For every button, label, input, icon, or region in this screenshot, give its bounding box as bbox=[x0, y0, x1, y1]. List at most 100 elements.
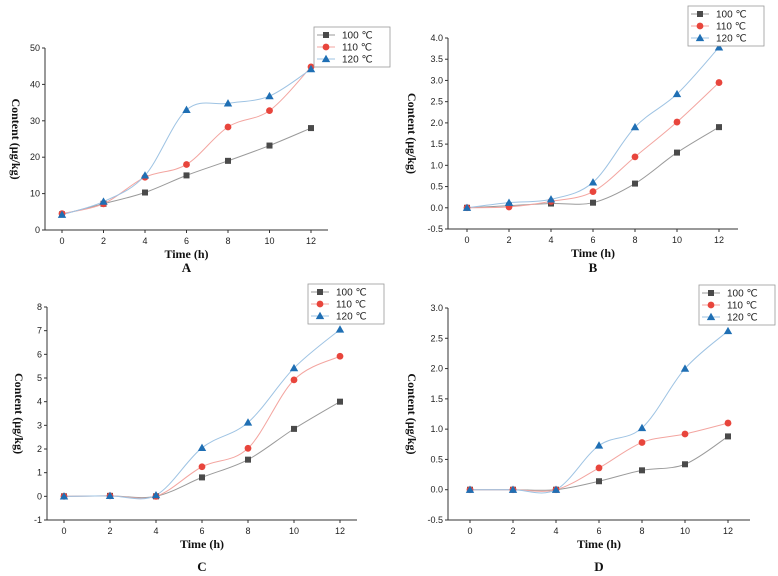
data-point bbox=[183, 161, 190, 168]
data-point bbox=[266, 107, 273, 115]
y-tick-label: 0.0 bbox=[430, 485, 443, 495]
y-tick-label: 3.5 bbox=[430, 54, 443, 64]
legend-label: 120 ℃ bbox=[727, 313, 758, 324]
x-axis-title: Time (h) bbox=[180, 537, 224, 551]
panel-letter: C bbox=[197, 559, 206, 574]
data-point bbox=[589, 188, 597, 196]
y-tick-label: 2.0 bbox=[430, 118, 443, 128]
data-point bbox=[681, 430, 689, 438]
y-tick-label: 2.5 bbox=[430, 97, 443, 107]
x-tick-label: 10 bbox=[289, 526, 299, 536]
legend-marker bbox=[315, 311, 325, 320]
y-tick-label: -1 bbox=[34, 515, 42, 525]
y-tick-label: 0.5 bbox=[430, 454, 443, 464]
data-point bbox=[551, 485, 561, 493]
data-point bbox=[673, 118, 681, 126]
y-tick-label: 2.5 bbox=[430, 333, 443, 343]
legend-label: 110 ℃ bbox=[716, 22, 746, 33]
x-tick-label: 8 bbox=[245, 526, 250, 536]
data-point bbox=[336, 352, 344, 360]
legend-label: 100 ℃ bbox=[727, 289, 758, 300]
y-tick-label: 1.5 bbox=[430, 394, 443, 404]
data-point bbox=[151, 490, 161, 499]
data-point bbox=[225, 157, 231, 164]
data-point bbox=[223, 99, 233, 107]
data-point bbox=[197, 443, 207, 451]
legend-label: 100 ℃ bbox=[716, 10, 747, 21]
x-tick-label: 8 bbox=[632, 235, 637, 245]
x-axis-title: Time (h) bbox=[164, 247, 208, 261]
data-point bbox=[716, 124, 722, 131]
y-tick-label: 0 bbox=[35, 225, 40, 235]
data-point bbox=[724, 419, 732, 427]
x-tick-label: 4 bbox=[142, 236, 147, 246]
x-tick-label: 10 bbox=[264, 236, 274, 246]
series-line bbox=[63, 329, 341, 500]
x-tick-label: 10 bbox=[672, 235, 682, 245]
data-point bbox=[99, 197, 108, 205]
x-tick-label: 6 bbox=[596, 526, 601, 536]
panel-d: -0.5 0.0 0.5 1.0 1.5 2.0 2.5 3.0 0 2 4 6 8 10 12 Time (… bbox=[405, 284, 776, 574]
data-point bbox=[335, 325, 345, 333]
legend-marker bbox=[708, 290, 714, 296]
data-point bbox=[596, 478, 602, 485]
legend-marker bbox=[695, 33, 705, 42]
data-point bbox=[462, 203, 472, 211]
data-point bbox=[306, 64, 316, 73]
y-tick-label: 30 bbox=[30, 116, 40, 126]
x-tick-label: 2 bbox=[107, 526, 112, 536]
data-point bbox=[680, 364, 690, 372]
x-tick-label: 4 bbox=[553, 526, 558, 536]
legend-marker bbox=[317, 289, 323, 295]
y-tick-label: 1.0 bbox=[430, 424, 443, 434]
legend-marker bbox=[707, 301, 715, 309]
x-tick-label: 0 bbox=[464, 235, 469, 245]
data-point bbox=[639, 467, 645, 474]
panel-a: 0 10 20 30 40 50 0 2 4 6 8 10 12 Time (h) Content (μg/… bbox=[9, 26, 391, 275]
y-tick-label: 6 bbox=[37, 349, 42, 359]
data-point bbox=[265, 91, 274, 100]
y-tick-label: 5 bbox=[37, 373, 42, 383]
y-tick-label: 10 bbox=[30, 189, 40, 199]
legend-label: 120 ℃ bbox=[336, 312, 367, 323]
data-point bbox=[715, 79, 723, 86]
x-tick-label: 4 bbox=[548, 235, 553, 245]
data-point bbox=[723, 326, 733, 335]
data-point bbox=[631, 153, 639, 161]
y-tick-label: 7 bbox=[37, 326, 42, 336]
data-point bbox=[546, 195, 556, 203]
data-point bbox=[105, 491, 115, 500]
data-point bbox=[224, 123, 232, 131]
data-point bbox=[290, 376, 298, 384]
legend-label: 120 ℃ bbox=[716, 34, 747, 45]
x-tick-label: 10 bbox=[680, 526, 690, 536]
data-point bbox=[59, 492, 69, 500]
x-tick-label: 12 bbox=[714, 235, 724, 245]
data-point bbox=[590, 199, 596, 206]
panel-letter: D bbox=[594, 559, 603, 574]
y-tick-label: -0.5 bbox=[427, 224, 443, 234]
y-axis-title: Content (μg/kg) bbox=[405, 373, 419, 454]
series-line bbox=[61, 66, 312, 215]
data-point bbox=[504, 198, 514, 206]
x-tick-label: 12 bbox=[306, 236, 316, 246]
y-tick-label: 0.5 bbox=[430, 182, 443, 192]
legend-marker bbox=[322, 43, 330, 51]
legend-marker bbox=[697, 11, 703, 17]
series-line bbox=[466, 126, 720, 209]
y-tick-label: 4 bbox=[37, 397, 42, 407]
y-tick-label: 20 bbox=[30, 152, 40, 162]
y-tick-label: 3 bbox=[37, 420, 42, 430]
y-tick-label: 4.0 bbox=[430, 33, 443, 43]
legend-marker bbox=[321, 54, 331, 63]
data-point bbox=[182, 105, 191, 114]
data-point bbox=[244, 444, 252, 452]
data-point bbox=[289, 363, 299, 372]
legend-label: 110 ℃ bbox=[342, 43, 372, 54]
x-tick-label: 0 bbox=[59, 236, 64, 246]
x-tick-label: 2 bbox=[506, 235, 511, 245]
data-point bbox=[588, 178, 598, 186]
x-axis-title: Time (h) bbox=[571, 246, 615, 260]
y-axis-title: Content (μg/kg) bbox=[9, 98, 23, 179]
